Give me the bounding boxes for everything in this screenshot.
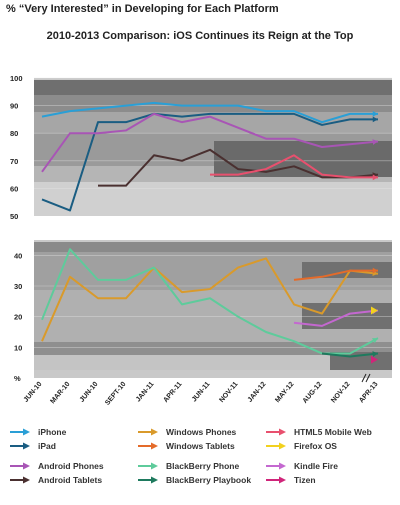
legend-item: Windows Phones bbox=[138, 427, 236, 437]
legend-label: HTML5 Mobile Web bbox=[294, 427, 372, 437]
lower-windows-tablets-box bbox=[302, 262, 392, 278]
series-arrow-blackberry-playbook bbox=[372, 351, 378, 357]
legend-item: Kindle Fire bbox=[266, 461, 338, 471]
legend-item: Android Tablets bbox=[10, 475, 102, 485]
legend-item: BlackBerry Phone bbox=[138, 461, 239, 471]
series-marker-firefox-os bbox=[371, 306, 378, 315]
chart-legend: iPhone iPad Windows Phones Windows Tablets H… bbox=[10, 427, 394, 503]
legend-arrow-icon bbox=[266, 462, 286, 470]
x-tick-label: MAR-10 bbox=[49, 381, 71, 406]
series-marker-tizen bbox=[371, 355, 378, 364]
lower-y-tick-label: % bbox=[14, 374, 21, 383]
legend-arrow-icon bbox=[10, 442, 30, 450]
legend-item: Windows Tablets bbox=[138, 441, 235, 451]
series-line-kindle-fire bbox=[293, 309, 379, 327]
legend-label: BlackBerry Playbook bbox=[166, 475, 252, 485]
legend-label: BlackBerry Phone bbox=[166, 461, 240, 471]
series-line-html5-mobile-web bbox=[210, 154, 378, 179]
series-line-android-tablets bbox=[98, 148, 379, 187]
legend-arrow-icon bbox=[10, 428, 30, 436]
legend-item: iPad bbox=[10, 441, 56, 451]
upper-y-tick-label: 50 bbox=[10, 212, 18, 221]
x-tick-label: APR-13 bbox=[358, 381, 379, 405]
legend-arrow-icon bbox=[266, 428, 286, 436]
legend-label: iPhone bbox=[38, 427, 67, 437]
upper-y-tick-label: 90 bbox=[10, 102, 18, 111]
legend-item: BlackBerry Playbook bbox=[138, 475, 251, 485]
x-tick-label: JUN-10 bbox=[23, 381, 44, 404]
lower-y-tick-label: 30 bbox=[14, 282, 22, 291]
series-arrow-iphone bbox=[372, 111, 378, 117]
series-line-android-phones bbox=[41, 112, 379, 173]
legend-arrow-icon bbox=[10, 462, 30, 470]
x-tick-label: NOV-12 bbox=[330, 381, 351, 405]
legend-arrow-icon bbox=[266, 476, 286, 484]
upper-y-tick-label: 80 bbox=[10, 129, 18, 138]
legend-item: Tizen bbox=[266, 475, 316, 485]
upper-y-tick-label: 60 bbox=[10, 184, 18, 193]
upper-y-tick-label: 70 bbox=[10, 157, 18, 166]
upper-y-tick-label: 100 bbox=[10, 74, 23, 83]
x-tick-label: AUG-12 bbox=[302, 381, 324, 405]
legend-item: Android Phones bbox=[10, 461, 104, 471]
x-tick-label: JUN-10 bbox=[79, 381, 100, 404]
lower-y-tick-label: 10 bbox=[14, 343, 22, 352]
x-tick-label: APR-11 bbox=[162, 381, 183, 404]
legend-label: Windows Tablets bbox=[166, 441, 235, 451]
legend-label: Kindle Fire bbox=[294, 461, 338, 471]
series-line-blackberry-playbook bbox=[321, 352, 379, 358]
legend-label: Android Tablets bbox=[38, 475, 103, 485]
series-arrow-windows-tablets bbox=[372, 267, 378, 274]
lower-y-tick-label: 20 bbox=[14, 313, 22, 322]
legend-arrow-icon bbox=[10, 476, 30, 484]
legend-label: iPad bbox=[38, 441, 56, 451]
x-tick-label: JAN-12 bbox=[247, 381, 268, 404]
legend-arrow-icon bbox=[138, 462, 158, 470]
legend-arrow-icon bbox=[138, 442, 158, 450]
chart-series bbox=[41, 101, 379, 364]
chart-title: 2010-2013 Comparison: iOS Continues its … bbox=[46, 30, 354, 42]
legend-item: Firefox OS bbox=[266, 441, 337, 451]
upper-band-0 bbox=[34, 80, 392, 95]
legend-arrow-icon bbox=[138, 476, 158, 484]
x-tick-label: JUN-11 bbox=[191, 381, 212, 404]
legend-label: Android Phones bbox=[38, 461, 104, 471]
series-line-ipad bbox=[41, 112, 378, 212]
legend-label: Firefox OS bbox=[294, 441, 337, 451]
x-tick-label: JAN-11 bbox=[135, 381, 156, 404]
series-arrow-ipad bbox=[372, 116, 378, 123]
upper-html5-box bbox=[214, 141, 392, 177]
legend-item: HTML5 Mobile Web bbox=[266, 427, 372, 437]
legend-label: Windows Phones bbox=[166, 427, 237, 437]
chart-background bbox=[34, 78, 392, 378]
series-arrow-html5-mobile-web bbox=[372, 174, 378, 181]
x-tick-label: MAY-12 bbox=[274, 381, 295, 404]
legend-arrow-icon bbox=[266, 442, 286, 450]
series-line-iphone bbox=[41, 101, 378, 124]
series-arrow-android-phones bbox=[372, 139, 378, 145]
lower-band-0 bbox=[34, 242, 392, 252]
axis-break-mark bbox=[361, 373, 371, 383]
upper-band-1 bbox=[34, 95, 392, 112]
upper-band-5 bbox=[34, 182, 392, 216]
legend-arrow-icon bbox=[138, 428, 158, 436]
chart-headline: % “Very Interested” in Developing for Ea… bbox=[6, 3, 279, 15]
series-line-windows-tablets bbox=[293, 269, 378, 281]
legend-item: iPhone bbox=[10, 427, 66, 437]
series-line-windows-phones bbox=[41, 257, 379, 342]
lower-y-tick-label: 40 bbox=[14, 251, 22, 260]
series-arrow-blackberry-phone bbox=[372, 338, 378, 344]
lower-band-4 bbox=[34, 355, 392, 370]
x-tick-label: NOV-11 bbox=[218, 381, 239, 404]
legend-label: Tizen bbox=[294, 475, 316, 485]
x-tick-label: SEPT-10 bbox=[104, 381, 127, 407]
